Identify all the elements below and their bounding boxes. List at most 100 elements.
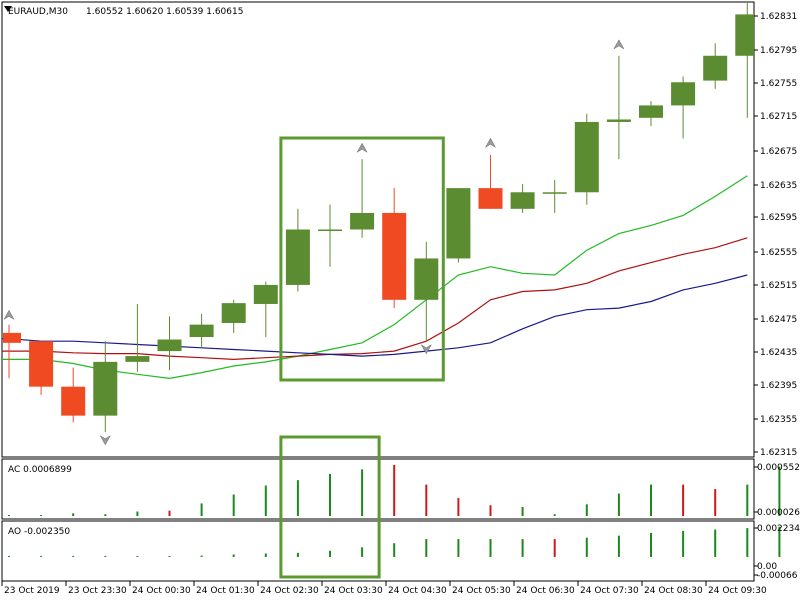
time-tick-label: 24 Oct 04:30 [388,586,447,596]
highlight-box-indicators [279,435,381,579]
highlight-box-main [279,136,445,382]
candle [3,324,21,379]
candle-body [3,332,21,343]
candle [735,2,754,118]
candle [29,341,54,395]
candle-body [125,356,150,362]
indicator-tick-label: 0.0005524 [757,463,800,473]
collapse-icon[interactable] [4,6,12,12]
price-tick-label: 1.62595 [760,213,797,223]
ao-histogram [8,526,781,557]
candle [350,159,375,238]
price-tick-label: 1.62515 [760,281,797,291]
fractal-arrow-up [613,39,625,50]
main-price-panel[interactable]: 1.62831 1.62795 1.62755 1.62715 1.62675 1.626… [1,1,797,458]
candle-body [61,386,86,416]
ao-label: AO -0.002350 [8,527,70,537]
price-tick-label: 1.62831 [760,12,797,22]
candle [542,179,567,213]
time-tick-label: 24 Oct 09:30 [708,586,767,596]
candle-body [478,188,503,209]
candle [703,43,728,89]
price-tick-label: 1.62795 [760,46,797,56]
candle-body [382,212,407,300]
candle [285,208,310,292]
candle-body [510,192,535,209]
candle-body [671,82,696,106]
candle-body [446,188,471,259]
candle-body [189,324,214,338]
time-tick-label: 24 Oct 08:30 [644,586,703,596]
candle [446,188,471,263]
price-axis: 1.62831 1.62795 1.62755 1.62715 1.62675 1.626… [754,12,797,458]
candle-body [735,14,754,56]
ac-label: AC 0.0006899 [8,465,72,475]
price-tick-label: 1.62315 [760,448,797,458]
price-tick-label: 1.62755 [760,79,797,89]
candle-body [157,339,182,352]
candle-body [703,55,728,81]
candle [318,204,342,267]
fractal-arrow-up [3,309,15,321]
candle-body [221,303,246,323]
candle-body [93,361,118,416]
fractal-arrow-up [484,137,497,148]
ohlc-values: 1.60552 1.60620 1.60539 1.60615 [86,7,243,17]
price-tick-label: 1.62355 [760,415,797,425]
candle [125,303,150,372]
candle [253,281,278,338]
time-axis: 23 Oct 2019 23 Oct 23:30 24 Oct 00:30 24 Oc… [1,581,767,596]
price-tick-label: 1.62635 [760,181,797,191]
symbol-label: EURAUD,M30 [8,7,68,17]
indicator-tick-label: 0.000026 [757,508,800,518]
candle [639,101,663,127]
candle-body [253,284,278,304]
time-tick-label: 23 Oct 23:30 [68,586,127,596]
candle [478,155,503,209]
candle [61,367,86,423]
candle [382,188,407,309]
time-tick-label: 24 Oct 06:30 [516,586,575,596]
time-tick-label: 24 Oct 00:30 [132,586,191,596]
fractal-arrows [3,39,625,446]
time-tick-label: 24 Oct 05:30 [452,586,511,596]
candle-body [606,119,631,122]
candle-body [542,192,567,194]
ac-axis: 0.0005524 0.000026 [754,463,800,518]
candle [414,241,439,342]
candle [510,184,535,213]
candle [189,313,214,348]
candle [93,341,118,433]
indicator-tick-label: 0.002234 [757,524,800,534]
candle-body [414,258,439,300]
candle [157,316,182,371]
indicator-tick-label: -0.00066 [757,571,798,581]
price-tick-label: 1.62435 [760,348,797,358]
candle [671,76,696,139]
ac-histogram [8,464,781,516]
time-tick-label: 23 Oct 2019 [4,586,60,596]
price-tick-label: 1.62675 [760,147,797,157]
candle-body [29,341,54,387]
fractal-arrow-down [99,435,111,446]
candle [221,299,246,333]
fractal-arrow-down [420,344,432,355]
candle-body [639,105,663,118]
price-tick-label: 1.62475 [760,315,797,325]
candle-body [318,229,342,231]
time-tick-label: 24 Oct 07:30 [580,586,639,596]
candle-body [285,229,310,285]
price-tick-label: 1.62715 [760,112,797,122]
ao-axis: 0.002234 0.00-0.00066 [754,524,800,581]
candle-body [350,212,375,230]
price-tick-label: 1.62555 [760,248,797,258]
indicator-tick-label: 0.00 [757,562,777,572]
candle [606,55,631,160]
time-tick-label: 24 Oct 01:30 [196,586,255,596]
price-tick-label: 1.62395 [760,381,797,391]
fractal-arrow-up [356,142,368,153]
candle-body [574,121,599,193]
candlesticks [3,2,754,433]
